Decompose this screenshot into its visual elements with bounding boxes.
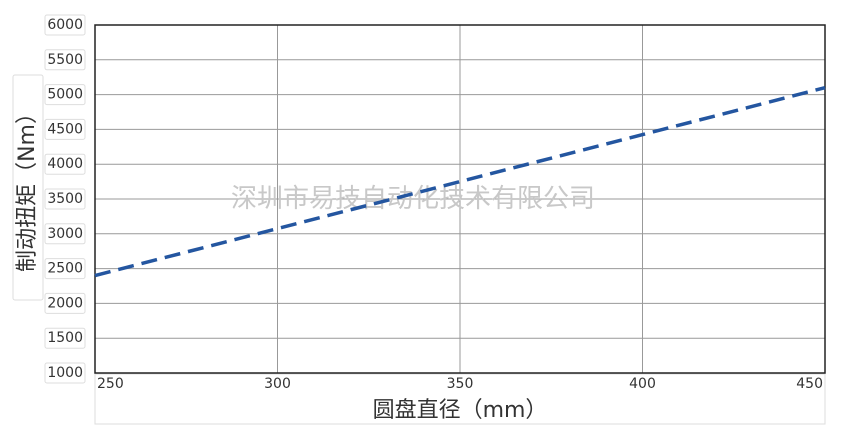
y-tick-box: [44, 362, 86, 384]
y-tick-label: 1000: [47, 365, 83, 381]
x-axis-label: 圆盘直径（mm）: [373, 398, 548, 423]
y-tick-box: [44, 223, 86, 245]
y-tick-box: [44, 258, 86, 280]
x-tick-label: 300: [264, 376, 291, 392]
y-tick-box: [44, 327, 86, 349]
y-tick-label: 2500: [47, 261, 83, 277]
y-axis-label: 制动扭矩（Nm）: [15, 102, 40, 272]
y-tick-box: [44, 84, 86, 106]
y-tick-label: 3500: [47, 191, 83, 207]
y-tick-box: [44, 292, 86, 314]
y-label-box: [12, 74, 44, 301]
data-line: [94, 85, 826, 278]
y-tick-box: [44, 118, 86, 140]
x-tick-label: 400: [629, 376, 656, 392]
y-tick-label: 5500: [47, 52, 83, 68]
y-tick-label: 2000: [47, 295, 83, 311]
y-tick-label: 1500: [47, 330, 83, 346]
x-label-box: [94, 373, 826, 425]
y-tick-box: [44, 14, 86, 36]
y-tick-label: 6000: [47, 17, 83, 33]
watermark: 深圳市易技自动化技术有限公司: [231, 184, 595, 214]
x-tick-label: 350: [447, 376, 474, 392]
y-tick-label: 3000: [47, 226, 83, 242]
x-tick-label: 250: [97, 376, 124, 392]
y-tick-box: [44, 188, 86, 210]
x-tick-label: 450: [796, 376, 823, 392]
y-tick-label: 4000: [47, 156, 83, 172]
y-tick-box: [44, 153, 86, 175]
y-tick-box: [44, 49, 86, 71]
y-tick-label: 4500: [47, 121, 83, 137]
y-tick-label: 5000: [47, 87, 83, 103]
plot-border: [94, 24, 826, 374]
